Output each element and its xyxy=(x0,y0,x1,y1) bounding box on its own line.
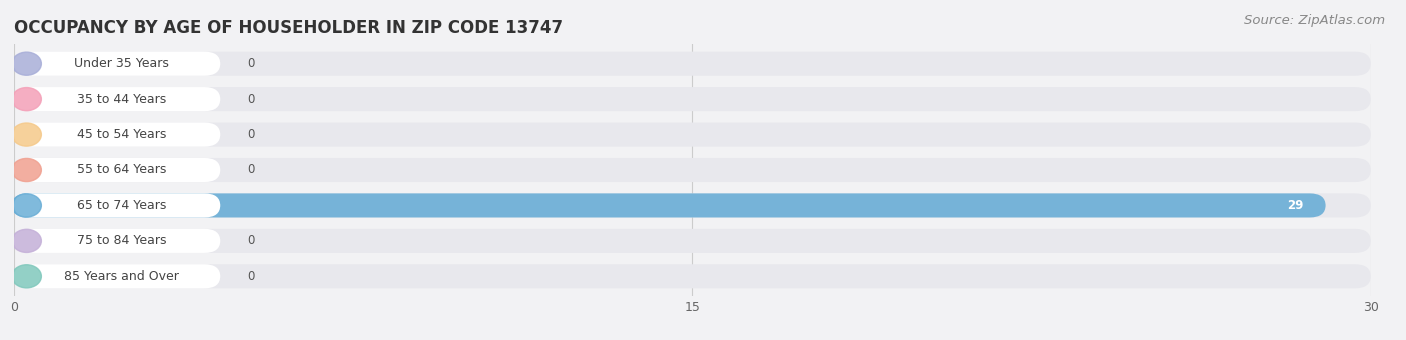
FancyBboxPatch shape xyxy=(14,158,1371,182)
Text: 0: 0 xyxy=(247,92,254,106)
FancyBboxPatch shape xyxy=(14,122,1371,147)
FancyBboxPatch shape xyxy=(14,193,1371,218)
Text: 29: 29 xyxy=(1286,199,1303,212)
Text: 0: 0 xyxy=(247,128,254,141)
Circle shape xyxy=(11,158,41,182)
FancyBboxPatch shape xyxy=(14,193,221,218)
FancyBboxPatch shape xyxy=(14,229,1371,253)
Circle shape xyxy=(11,229,41,252)
Text: 65 to 74 Years: 65 to 74 Years xyxy=(77,199,166,212)
FancyBboxPatch shape xyxy=(14,52,1371,76)
Circle shape xyxy=(11,52,41,75)
Circle shape xyxy=(11,194,41,217)
FancyBboxPatch shape xyxy=(14,158,221,182)
Circle shape xyxy=(11,123,41,146)
Text: 35 to 44 Years: 35 to 44 Years xyxy=(77,92,166,106)
FancyBboxPatch shape xyxy=(14,122,221,147)
Text: 55 to 64 Years: 55 to 64 Years xyxy=(77,164,166,176)
Circle shape xyxy=(11,88,41,111)
FancyBboxPatch shape xyxy=(14,87,1371,111)
Text: 0: 0 xyxy=(247,57,254,70)
Text: Under 35 Years: Under 35 Years xyxy=(75,57,169,70)
Circle shape xyxy=(11,194,41,217)
Text: 0: 0 xyxy=(247,270,254,283)
Text: 75 to 84 Years: 75 to 84 Years xyxy=(77,234,166,248)
Text: 45 to 54 Years: 45 to 54 Years xyxy=(77,128,166,141)
FancyBboxPatch shape xyxy=(14,193,221,218)
FancyBboxPatch shape xyxy=(14,87,221,111)
FancyBboxPatch shape xyxy=(14,264,1371,288)
Text: Source: ZipAtlas.com: Source: ZipAtlas.com xyxy=(1244,14,1385,27)
FancyBboxPatch shape xyxy=(14,264,221,288)
Circle shape xyxy=(11,265,41,288)
Text: 0: 0 xyxy=(247,234,254,248)
FancyBboxPatch shape xyxy=(14,193,1326,218)
Text: OCCUPANCY BY AGE OF HOUSEHOLDER IN ZIP CODE 13747: OCCUPANCY BY AGE OF HOUSEHOLDER IN ZIP C… xyxy=(14,19,564,37)
Text: 0: 0 xyxy=(247,164,254,176)
FancyBboxPatch shape xyxy=(14,52,221,76)
Text: 65 to 74 Years: 65 to 74 Years xyxy=(77,199,166,212)
FancyBboxPatch shape xyxy=(14,229,221,253)
Text: 85 Years and Over: 85 Years and Over xyxy=(65,270,179,283)
